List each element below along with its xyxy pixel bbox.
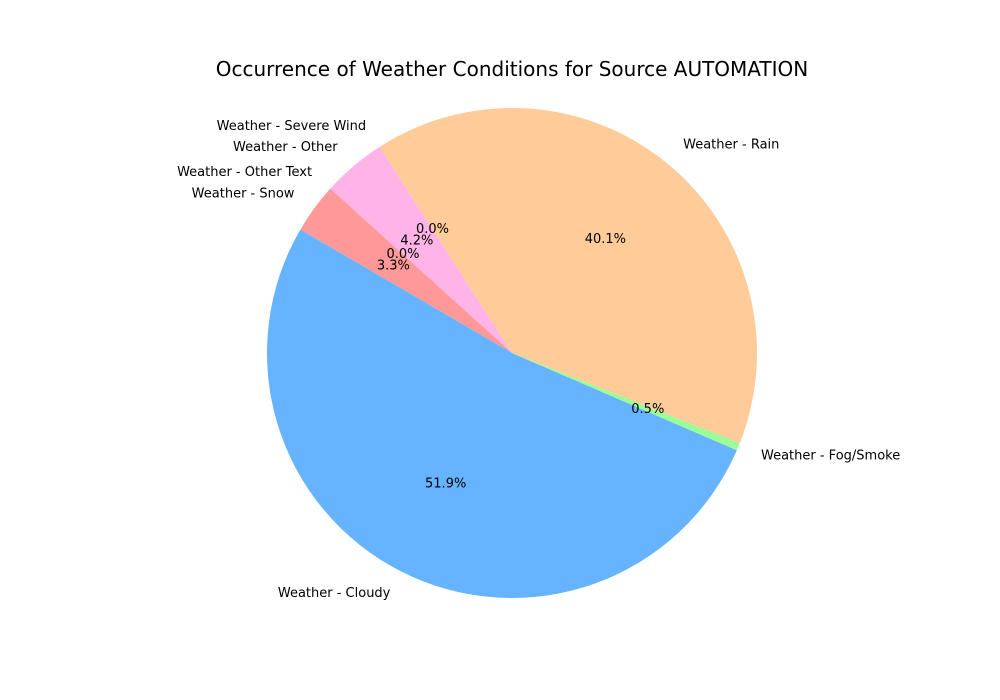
slice-percent-weather-other: 4.2%	[400, 233, 433, 248]
slice-percent-weather-snow: 3.3%	[377, 259, 410, 274]
slice-label-weather-other: Weather - Other	[233, 140, 338, 155]
pie-labels: Weather - Rain 40.1% Weather - Severe Wind…	[177, 119, 900, 601]
slice-label-weather-other-text: Weather - Other Text	[177, 165, 312, 180]
slice-label-weather-severe-wind: Weather - Severe Wind	[217, 119, 367, 134]
pie-slice-weather-other	[330, 146, 512, 353]
slice-percent-weather-other-text: 0.0%	[386, 247, 419, 262]
pie-slice-weather-cloudy	[266, 229, 737, 599]
slice-percent-weather-fog-smoke: 0.5%	[631, 402, 664, 417]
slice-label-weather-rain: Weather - Rain	[683, 137, 779, 152]
chart-title: Occurrence of Weather Conditions for Sou…	[216, 57, 809, 81]
slice-label-weather-fog-smoke: Weather - Fog/Smoke	[761, 449, 900, 464]
pie-slices	[266, 108, 757, 599]
slice-percent-weather-rain: 40.1%	[585, 232, 626, 247]
slice-label-weather-cloudy: Weather - Cloudy	[278, 586, 391, 601]
slice-percent-weather-cloudy: 51.9%	[425, 477, 466, 492]
slice-percent-weather-severe-wind: 0.0%	[416, 222, 449, 237]
slice-label-weather-snow: Weather - Snow	[192, 186, 295, 201]
pie-slice-weather-rain	[379, 108, 757, 444]
pie-slice-weather-snow	[300, 188, 512, 353]
pie-slice-weather-fog-smoke	[512, 353, 740, 451]
